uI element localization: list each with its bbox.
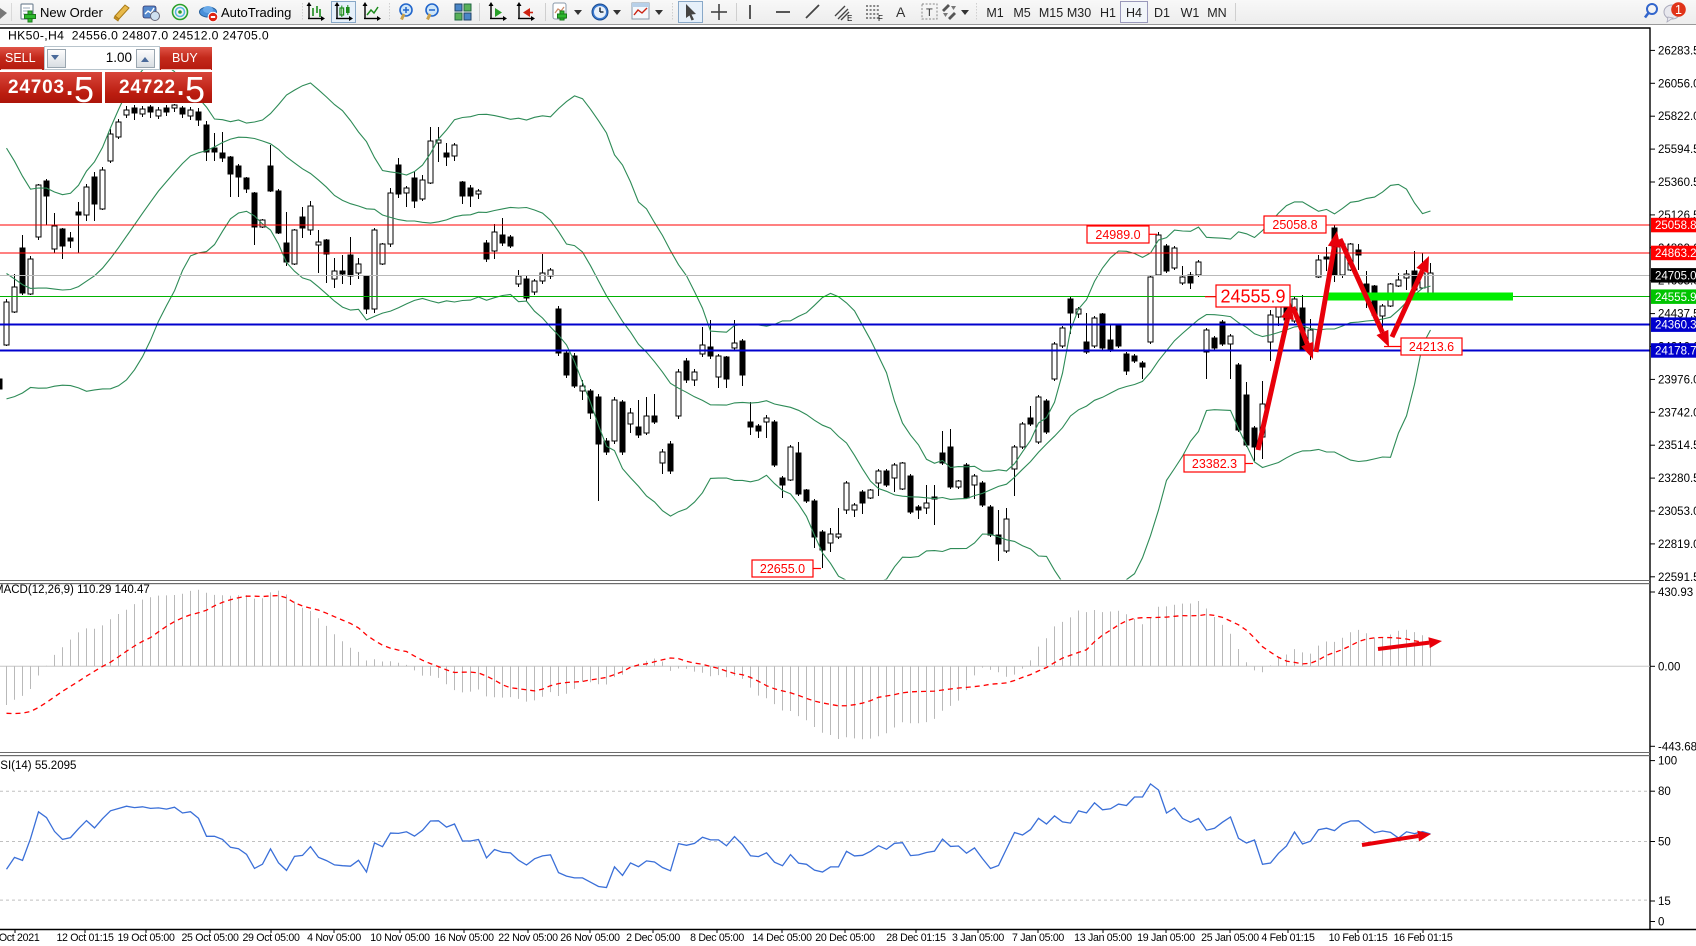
svg-text:M15: M15 (1039, 6, 1063, 20)
svg-text:24178.7: 24178.7 (1655, 346, 1696, 358)
svg-text:5 Oct 2021: 5 Oct 2021 (0, 932, 40, 944)
svg-text:24705.0: 24705.0 (1655, 271, 1696, 283)
svg-text:3 Jan 05:00: 3 Jan 05:00 (952, 932, 1004, 944)
svg-text:22591.5: 22591.5 (1658, 572, 1696, 584)
svg-text:22819.0: 22819.0 (1658, 539, 1696, 551)
svg-text:24360.3: 24360.3 (1655, 320, 1696, 332)
svg-text:W1: W1 (1181, 6, 1200, 20)
svg-text:25 Jan 05:00: 25 Jan 05:00 (1201, 932, 1259, 944)
svg-text:20 Dec 05:00: 20 Dec 05:00 (815, 932, 875, 944)
svg-text:25594.5: 25594.5 (1658, 144, 1696, 156)
svg-text:7 Jan 05:00: 7 Jan 05:00 (1012, 932, 1064, 944)
svg-text:100: 100 (1658, 756, 1677, 768)
svg-text:4 Feb 01:15: 4 Feb 01:15 (1261, 932, 1315, 944)
svg-text:25058.8: 25058.8 (1655, 220, 1696, 232)
svg-text:19 Oct 05:00: 19 Oct 05:00 (117, 932, 174, 944)
svg-text:M30: M30 (1067, 6, 1091, 20)
svg-text:2 Dec 05:00: 2 Dec 05:00 (626, 932, 680, 944)
svg-text:24989.0: 24989.0 (1095, 228, 1140, 242)
svg-text:23742.0: 23742.0 (1658, 407, 1696, 419)
svg-text:24555.9: 24555.9 (1655, 292, 1696, 304)
svg-text:26283.5: 26283.5 (1658, 45, 1696, 57)
svg-text:28 Dec 01:15: 28 Dec 01:15 (886, 932, 946, 944)
svg-text:15: 15 (1658, 896, 1671, 908)
svg-text:0.00: 0.00 (1658, 661, 1680, 673)
svg-text:M1: M1 (986, 6, 1003, 20)
svg-text:26056.0: 26056.0 (1658, 78, 1696, 90)
svg-text:13 Jan 05:00: 13 Jan 05:00 (1074, 932, 1132, 944)
svg-text:16 Nov 05:00: 16 Nov 05:00 (434, 932, 494, 944)
svg-text:-443.68: -443.68 (1658, 741, 1696, 753)
svg-text:M5: M5 (1013, 6, 1030, 20)
svg-text:AutoTrading: AutoTrading (221, 5, 291, 20)
svg-text:MN: MN (1207, 6, 1226, 20)
svg-text:22 Nov 05:00: 22 Nov 05:00 (498, 932, 558, 944)
svg-text:25360.5: 25360.5 (1658, 177, 1696, 189)
svg-text:HK50-,H4 24556.0 24807.0 2451: HK50-,H4 24556.0 24807.0 24512.0 24705.0 (8, 29, 269, 43)
svg-text:MACD(12,26,9) 110.29 140.47: MACD(12,26,9) 110.29 140.47 (0, 584, 150, 596)
svg-text:24863.2: 24863.2 (1655, 248, 1696, 260)
svg-text:22655.0: 22655.0 (760, 562, 805, 576)
svg-text:H1: H1 (1100, 6, 1116, 20)
svg-text:23053.0: 23053.0 (1658, 506, 1696, 518)
svg-text:8 Dec 05:00: 8 Dec 05:00 (690, 932, 744, 944)
svg-text:25822.0: 25822.0 (1658, 111, 1696, 123)
svg-text:T: T (926, 7, 933, 19)
svg-text:4 Nov 05:00: 4 Nov 05:00 (307, 932, 361, 944)
svg-text:23382.3: 23382.3 (1192, 457, 1237, 471)
svg-text:12 Oct 01:15: 12 Oct 01:15 (56, 932, 113, 944)
svg-text:D1: D1 (1154, 6, 1170, 20)
svg-text:80: 80 (1658, 786, 1671, 798)
svg-text:23976.0: 23976.0 (1658, 374, 1696, 386)
svg-text:10 Feb 01:15: 10 Feb 01:15 (1329, 932, 1388, 944)
svg-text:19 Jan 05:00: 19 Jan 05:00 (1137, 932, 1195, 944)
svg-text:23280.5: 23280.5 (1658, 473, 1696, 485)
svg-text:24213.6: 24213.6 (1409, 340, 1454, 354)
svg-text:25 Oct 05:00: 25 Oct 05:00 (181, 932, 238, 944)
svg-text:430.93: 430.93 (1658, 587, 1693, 599)
svg-text:16 Feb 01:15: 16 Feb 01:15 (1394, 932, 1453, 944)
svg-text:A: A (896, 4, 906, 20)
svg-text:23514.5: 23514.5 (1658, 440, 1696, 452)
svg-text:0: 0 (1658, 917, 1664, 929)
svg-text:H4: H4 (1126, 6, 1142, 20)
svg-text:25058.8: 25058.8 (1272, 218, 1317, 232)
svg-text:26 Nov 05:00: 26 Nov 05:00 (560, 932, 620, 944)
svg-text:10 Nov 05:00: 10 Nov 05:00 (370, 932, 430, 944)
svg-text:50: 50 (1658, 837, 1671, 849)
svg-text:1: 1 (1675, 3, 1682, 17)
svg-text:29 Oct 05:00: 29 Oct 05:00 (242, 932, 299, 944)
svg-text:F: F (878, 14, 883, 23)
svg-text:New Order: New Order (40, 5, 104, 20)
svg-text:E: E (847, 14, 852, 23)
svg-text:RSI(14) 55.2095: RSI(14) 55.2095 (0, 760, 76, 772)
svg-text:14 Dec 05:00: 14 Dec 05:00 (752, 932, 812, 944)
svg-text:24555.9: 24555.9 (1220, 286, 1285, 306)
